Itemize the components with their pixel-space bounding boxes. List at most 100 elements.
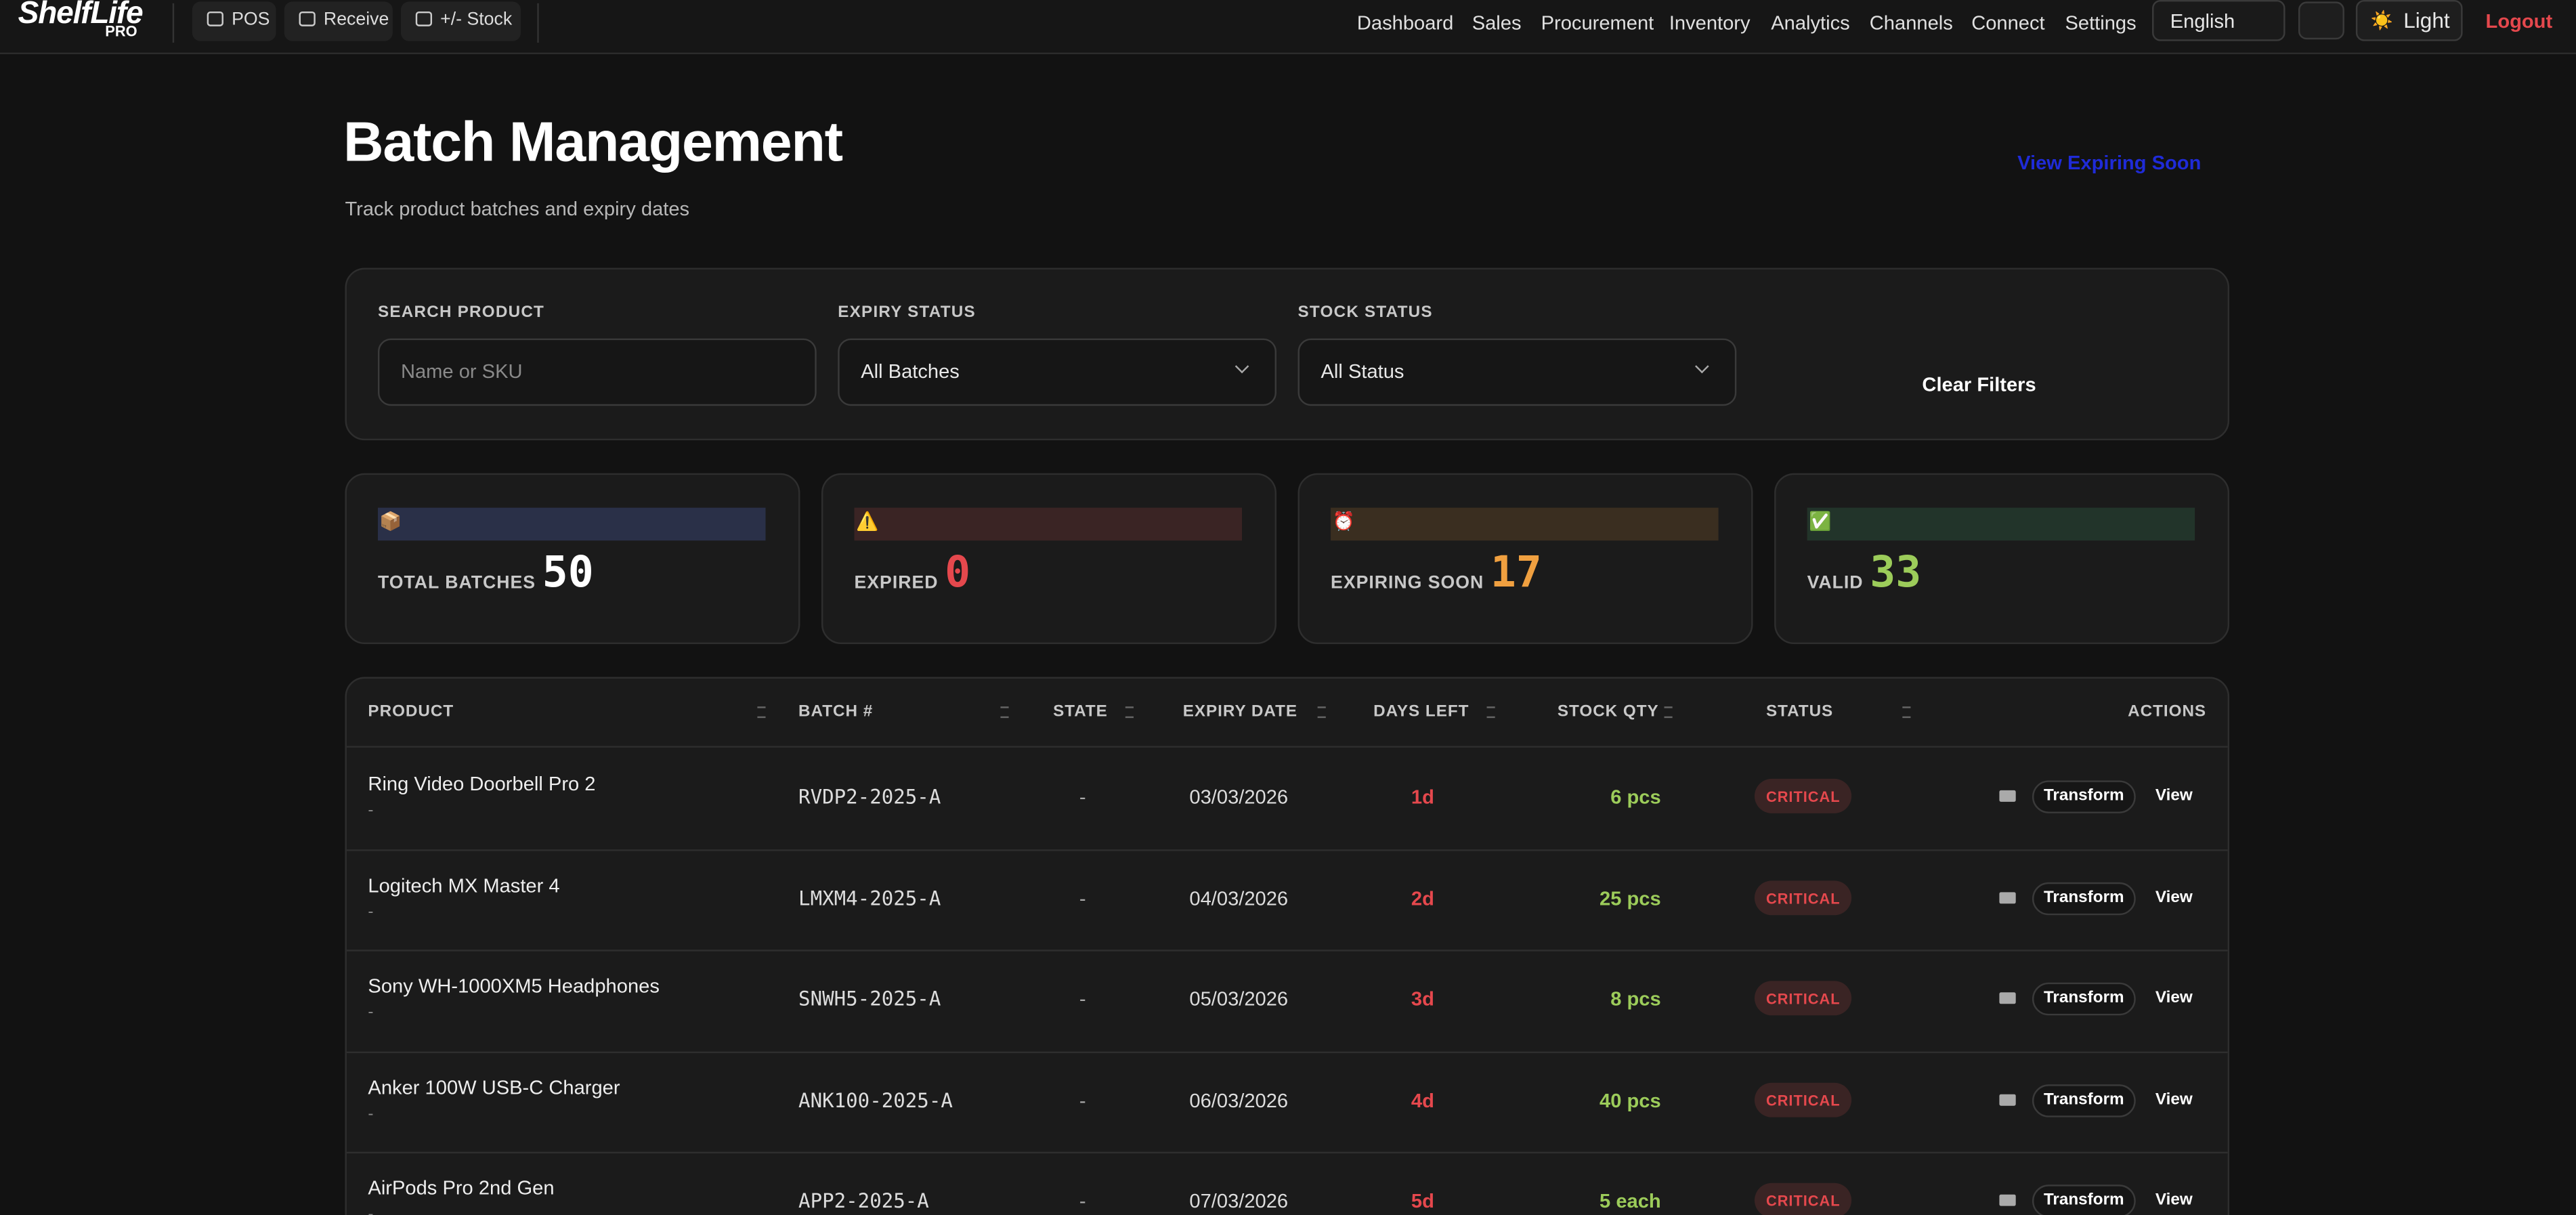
icon [415,11,433,26]
nav-link[interactable]: Dashboard [1356,11,1454,35]
transform-label[interactable]: Transform [2043,787,2124,805]
stat-label: EXPIRING SOON [1331,573,1484,593]
status-text: CRITICAL [1765,990,1841,1008]
nav-link[interactable]: Channels [1869,11,1953,35]
expiry-date: 03/03/2026 [1189,785,1289,809]
filter-label: SEARCH PRODUCT [377,303,545,322]
column-header: ACTIONS [2128,703,2207,722]
nav-link[interactable]: Procurement [1541,11,1654,35]
stock-qty: 6 pcs [1610,785,1661,809]
action-icon[interactable] [1999,790,2016,802]
product-sku: - [368,801,374,820]
quick-button[interactable] [192,1,276,41]
sort-icon [1317,706,1326,719]
column-header[interactable]: PRODUCT [368,703,454,722]
sort-icon [1000,706,1009,719]
column-header[interactable]: BATCH # [798,703,874,722]
transform-button[interactable] [2032,1185,2136,1215]
view-link[interactable]: View [2155,989,2193,1008]
logo-sub: PRO [105,22,137,40]
quick-button[interactable] [284,1,393,41]
filter-input[interactable] [377,338,817,406]
divider [172,3,175,43]
days-left: 1d [1411,785,1434,809]
stat-icon-bar [854,507,1243,541]
language-value[interactable]: English [2170,9,2235,33]
sort-icon [1902,706,1911,719]
transform-button[interactable] [2032,780,2136,813]
days-left: 3d [1411,987,1434,1010]
state: - [1079,987,1086,1010]
stat-value: 50 [542,549,594,599]
view-link[interactable]: View [2155,1090,2193,1109]
expiry-date: 07/03/2026 [1189,1189,1289,1213]
nav-link[interactable]: Settings [2065,11,2137,35]
action-icon[interactable] [1999,992,2016,1004]
status-text: CRITICAL [1765,1092,1841,1109]
column-header[interactable]: STATE [1053,703,1108,722]
status-pill [1754,1082,1852,1117]
nav-link[interactable]: Analytics [1771,11,1850,35]
view-link[interactable]: View [2155,888,2193,906]
nav-link[interactable]: Sales [1472,11,1522,35]
stat-label: EXPIRED [854,573,939,593]
sort-icon [1486,706,1495,719]
product-name: Ring Video Doorbell Pro 2 [368,772,596,796]
theme-label[interactable]: Light [2403,8,2450,33]
view-link[interactable]: View [2155,787,2193,805]
days-left: 4d [1411,1088,1434,1112]
product-sku: - [368,1004,374,1022]
column-header[interactable]: STATUS [1765,703,1834,722]
transform-label[interactable]: Transform [2043,888,2124,906]
status-text: CRITICAL [1765,1193,1841,1210]
filter-input[interactable] [1297,338,1737,406]
transform-button[interactable] [2032,982,2136,1016]
quick-label[interactable]: POS [232,9,270,30]
column-header[interactable]: DAYS LEFT [1373,703,1469,722]
stat-icon-bar [1331,507,1719,541]
expiring-link[interactable]: View Expiring Soon [2017,151,2202,175]
stat-label: VALID [1807,573,1864,593]
logo: ShelfLife [18,0,144,32]
column-header[interactable]: STOCK QTY [1557,703,1659,722]
filter-input[interactable] [838,338,1277,406]
action-icon[interactable] [1999,1194,2016,1206]
transform-label[interactable]: Transform [2043,989,2124,1008]
filter-value[interactable]: All Batches [861,360,960,383]
row-line [346,1050,2228,1052]
status-pill [1754,778,1852,813]
sound-button[interactable] [2298,1,2344,40]
transform-button[interactable] [2032,881,2136,915]
batch-number: SNWH5-2025-A [798,987,941,1010]
quick-label[interactable]: +/- Stock [440,9,513,30]
clear-filters[interactable]: Clear Filters [1922,372,2036,396]
transform-label[interactable]: Transform [2043,1090,2124,1109]
filter-label: EXPIRY STATUS [838,303,976,322]
transform-button[interactable] [2032,1083,2136,1117]
filter-value[interactable]: Name or SKU [400,360,523,383]
stat-value: 0 [945,549,971,599]
stat-value: 17 [1490,549,1542,599]
column-header[interactable]: EXPIRY DATE [1182,703,1298,722]
expiry-date: 05/03/2026 [1189,987,1289,1010]
stat-card [345,473,800,644]
page-subtitle: Track product batches and expiry dates [345,197,690,221]
quick-button[interactable] [400,1,521,41]
stat-card [1297,473,1753,644]
product-sku: - [368,1105,374,1124]
action-icon[interactable] [1999,891,2016,903]
quick-label[interactable]: Receive [323,9,389,30]
nav-link[interactable]: Connect [1971,11,2045,35]
language-select[interactable] [2152,0,2285,41]
stat-icon: ⚠️ [855,512,879,533]
stat-icon: 📦 [379,512,402,533]
logout[interactable]: Logout [2485,9,2553,33]
theme-button[interactable] [2355,0,2463,41]
view-link[interactable]: View [2155,1191,2193,1210]
nav-link[interactable]: Inventory [1669,11,1751,35]
filter-value[interactable]: All Status [1321,360,1404,383]
stat-icon: ⏰ [1332,512,1355,533]
action-icon[interactable] [1999,1093,2016,1105]
transform-label[interactable]: Transform [2043,1191,2124,1210]
